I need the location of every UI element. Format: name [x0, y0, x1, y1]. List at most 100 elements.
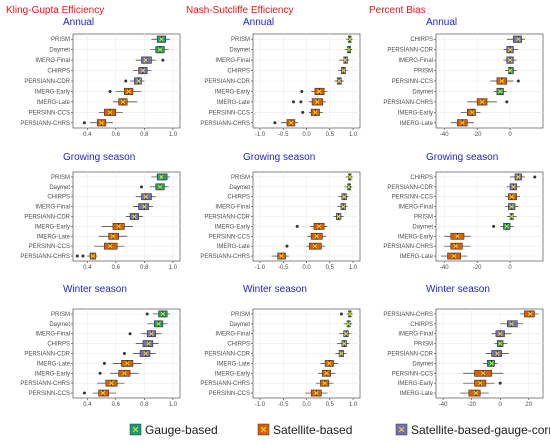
outlier-point [82, 391, 86, 395]
iqr-box [139, 350, 151, 357]
mean-marker [343, 331, 349, 336]
outlier-point [301, 110, 305, 114]
mean-marker [470, 110, 475, 115]
season-title: Annual [243, 17, 274, 28]
category-label: IMERG-Final [35, 332, 70, 338]
mean-marker [125, 361, 130, 366]
category-label: PRISM [231, 175, 250, 181]
outlier-point [516, 79, 520, 83]
category-label: PERSIANN-CHRS [383, 244, 433, 250]
category-label: IMERG-Late [400, 391, 434, 397]
category-label: IMERG-Late [400, 254, 434, 260]
box-imerg-final: IMERG-Final [215, 203, 360, 211]
legend-item-gauge-based: Gauge-based [129, 423, 218, 437]
mean-marker [156, 321, 161, 326]
x-tick-label: 1.0 [349, 265, 358, 271]
box-prism: PRISM [414, 340, 543, 348]
mean-marker [146, 341, 151, 346]
mean-marker [455, 234, 460, 239]
box-imerg-early: IMERG-Early [35, 369, 180, 377]
category-label: PERSIANN-CDR [387, 48, 433, 54]
box-imerg-final: IMERG-Final [398, 203, 543, 211]
mean-marker [528, 311, 533, 317]
season-title: Winter season [63, 284, 127, 295]
box-prism: PRISM [51, 173, 180, 181]
category-label: PRISM [414, 69, 433, 75]
legend-mean-mark [132, 426, 139, 433]
x-tick-label: 0 [508, 132, 512, 138]
box-persiann-cdr: PERSIANN-CDR [24, 77, 180, 85]
box-imerg-late: IMERG-Late [37, 232, 180, 240]
mean-marker [159, 174, 164, 180]
outlier-point [339, 312, 343, 316]
category-label: PERSIANN-CHRS [383, 312, 433, 318]
mean-marker [507, 47, 513, 52]
mean-marker [498, 341, 503, 346]
x-tick-label: -20 [467, 402, 476, 408]
x-tick-label: -1.0 [255, 402, 266, 408]
category-label: Daymet [49, 322, 70, 328]
category-label: CHIRPS [47, 195, 70, 201]
category-label: PERSINN-CCS [29, 110, 70, 116]
box-persiann-cdr: PERSIANN-CDR [387, 183, 543, 191]
x-tick-label: -0.5 [278, 132, 289, 138]
iqr-box [508, 193, 517, 201]
mean-marker [336, 78, 342, 84]
x-tick-label: 1.0 [169, 132, 178, 138]
outlier-point [102, 361, 106, 365]
mean-marker [157, 184, 163, 189]
box-imerg-final: IMERG-Final [398, 56, 543, 64]
box-persiann-chrs: PERSIANN-CHRS [200, 252, 360, 260]
mean-marker [504, 224, 509, 229]
panel-kling-gupta-efficiency-growing-season: Growing season 0.4 0.6 0.8 1.0 PRISM Daymet CHI… [20, 152, 181, 271]
box-chirps: CHIRPS [227, 193, 360, 201]
mean-marker [347, 174, 352, 180]
season-title: Annual [426, 17, 457, 28]
category-label: CHIRPS [410, 322, 433, 328]
mean-marker [143, 194, 148, 199]
panel-kling-gupta-efficiency-winter-season: Winter season 0.4 0.6 0.8 1.0 PRISM Daymet IMER… [20, 284, 181, 408]
mean-marker [90, 253, 96, 259]
x-tick-label: 1.0 [169, 402, 178, 408]
category-label: PRISM [51, 175, 70, 181]
box-persinn-ccs: PERSINN-CCS [29, 389, 180, 397]
category-label: PERSIANN-CHRS [20, 381, 70, 387]
box-persiann-cdr: PERSIANN-CDR [24, 350, 180, 358]
outlier-point [82, 121, 86, 125]
box-persinn-ccs: PERSINN-CCS [392, 193, 543, 201]
box-prism: PRISM [231, 310, 360, 318]
x-tick-label: -40 [440, 132, 449, 138]
mean-marker [315, 99, 320, 105]
mean-marker [159, 37, 164, 42]
box-prism: PRISM [231, 35, 360, 43]
iqr-box [508, 67, 514, 75]
box-imerg-late: IMERG-Late [217, 242, 360, 250]
category-label: IMERG-Final [215, 205, 250, 211]
category-label: CHIRPS [410, 37, 433, 43]
box-persiann-chrs: PERSIANN-CHRS [383, 98, 543, 106]
x-tick-label: 0.8 [140, 132, 149, 138]
box-persiann-chrs: PERSIANN-CHRS [383, 310, 543, 318]
box-prism: PRISM [231, 173, 360, 181]
mean-marker [341, 204, 346, 209]
mean-marker [160, 311, 165, 317]
x-tick-label: 0.0 [302, 402, 311, 408]
category-label: CHIRPS [410, 175, 433, 181]
x-tick-label: -20 [473, 265, 482, 271]
mean-marker [99, 120, 104, 125]
x-tick-label: -1.0 [255, 132, 266, 138]
category-label: PERSINN-CCS [209, 234, 250, 240]
mean-marker [316, 224, 322, 229]
x-tick-label: 0.6 [112, 402, 121, 408]
category-label: PERSIANN-CHRS [20, 254, 70, 260]
box-persinn-ccs: PERSINN-CCS [209, 232, 360, 240]
category-label: IMERG-Final [398, 332, 433, 338]
panel-percent-bias-winter-season: Winter season -40 -20 0 20 PERSIANN-CHRS CHIRP… [383, 284, 544, 408]
iqr-box [513, 35, 522, 43]
category-label: IMERG-Late [217, 244, 251, 250]
box-persiann-cdr: PERSIANN-CDR [387, 46, 543, 54]
box-imerg-early: IMERG-Early [398, 108, 543, 116]
x-tick-label: 0 [508, 265, 512, 271]
category-label: IMERG-Early [398, 234, 433, 240]
